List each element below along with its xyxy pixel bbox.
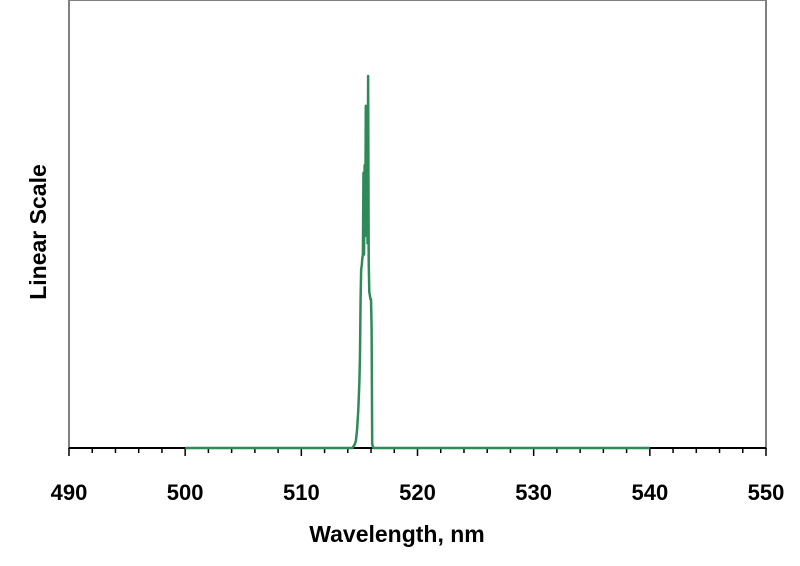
y-axis-title: Linear Scale [25,164,51,300]
x-tick-label: 510 [283,480,320,505]
series-layer [185,74,650,450]
x-tick-label: 540 [631,480,668,505]
x-tick-label: 530 [515,480,552,505]
x-tick-label: 520 [399,480,436,505]
x-axis-title: Wavelength, nm [309,521,485,547]
x-axis-tick-labels: 490 500 510 520 530 540 550 [51,480,785,505]
x-tick-label: 500 [167,480,204,505]
series-line-0 [185,74,650,450]
x-tick-label: 550 [748,480,785,505]
x-axis-ticks [68,448,767,456]
plot-area-border [68,0,767,449]
x-tick-label: 490 [51,480,88,505]
